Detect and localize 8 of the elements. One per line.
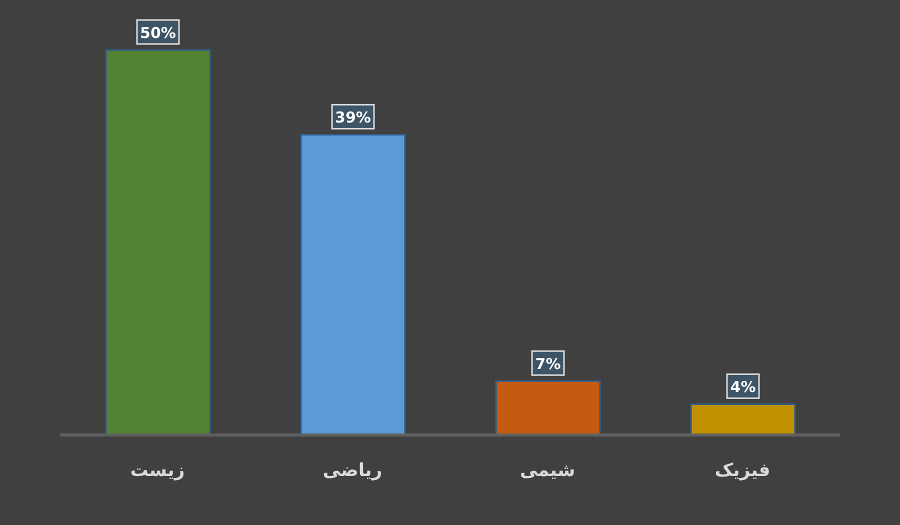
x-tick-label: شیمی — [520, 460, 576, 481]
data-label: 7% — [535, 355, 561, 374]
data-label: 4% — [730, 378, 756, 396]
data-label: 50% — [140, 24, 176, 42]
x-tick-label: ریاضی — [322, 460, 382, 481]
x-tick-label: فیزیک — [714, 460, 770, 481]
data-label: 39% — [335, 108, 371, 127]
x-tick-label: زیست — [130, 460, 185, 481]
